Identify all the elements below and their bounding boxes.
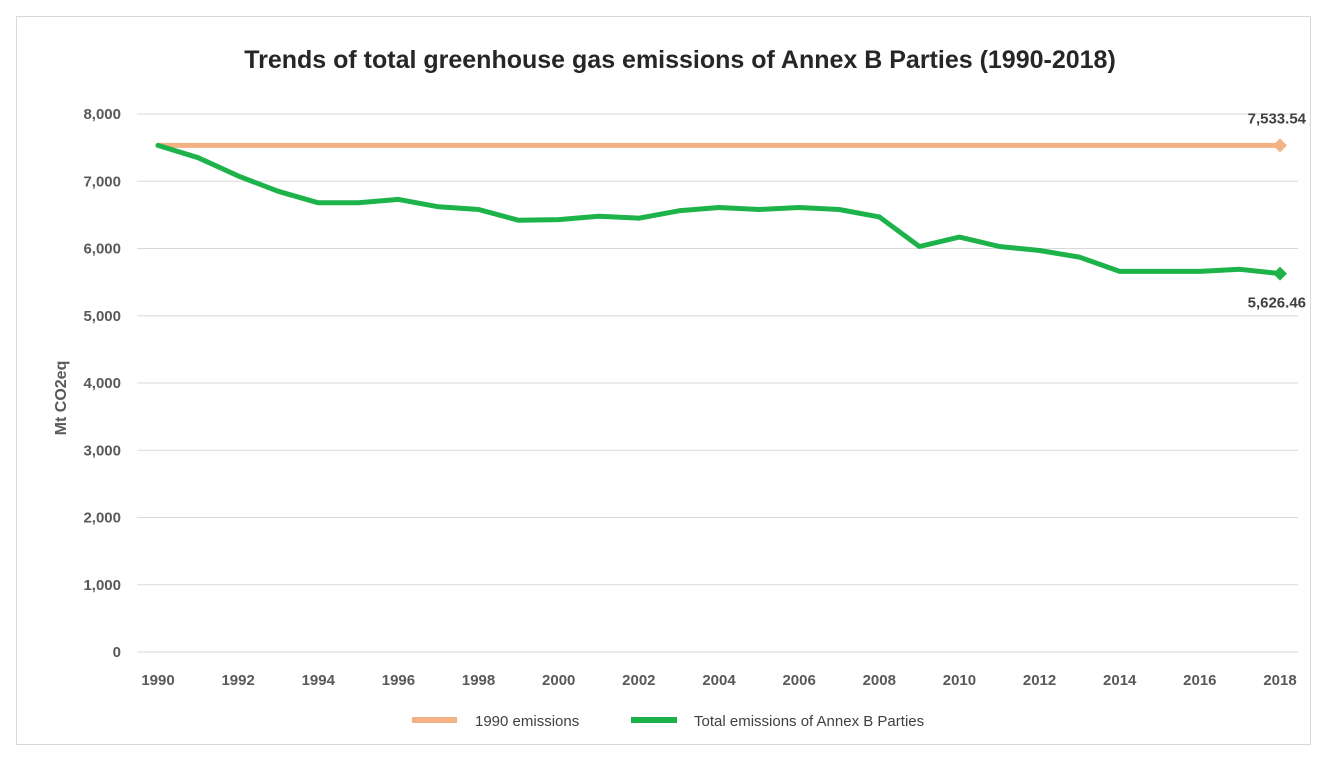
- x-tick-label: 2000: [542, 672, 575, 689]
- chart-title: Trends of total greenhouse gas emissions…: [244, 46, 1116, 74]
- legend: 1990 emissions Total emissions of Annex B…: [412, 713, 924, 730]
- series-lines: [155, 138, 1287, 281]
- x-tick-label: 2010: [943, 672, 976, 689]
- y-tick-label: 8,000: [83, 106, 121, 123]
- x-tick-label: 1990: [141, 672, 174, 689]
- legend-label: Total emissions of Annex B Parties: [694, 713, 924, 730]
- x-tick-label: 2014: [1103, 672, 1137, 689]
- grid-lines: [137, 113, 1298, 653]
- x-tick-label: 2006: [782, 672, 815, 689]
- y-tick-label: 6,000: [83, 241, 121, 258]
- series-line: [155, 142, 1283, 277]
- y-tick-label: 7,000: [83, 173, 121, 190]
- x-tick-label: 2012: [1023, 672, 1056, 689]
- legend-label: 1990 emissions: [475, 713, 579, 730]
- x-axis-ticks: 1990 1992 1994 1996 1998 2000 2002 2004 2006 2008…: [141, 672, 1296, 689]
- x-tick-label: 1996: [382, 672, 415, 689]
- x-tick-label: 1998: [462, 672, 495, 689]
- y-axis-ticks: 0 1,000 2,000 3,000 4,000 5,000 6,000 7,000 8,00…: [83, 106, 121, 661]
- y-axis-label: Mt CO2eq: [53, 361, 70, 436]
- data-label: 7,533.54: [1248, 110, 1307, 127]
- x-tick-label: 1994: [302, 672, 336, 689]
- chart-frame: [16, 16, 1311, 745]
- data-labels: 7,533.54 5,626.46: [1248, 110, 1307, 311]
- y-tick-label: 2,000: [83, 510, 121, 527]
- series-end-marker: [1273, 138, 1287, 153]
- y-tick-label: 3,000: [83, 442, 121, 459]
- y-tick-label: 4,000: [83, 375, 121, 392]
- x-tick-label: 2008: [863, 672, 896, 689]
- y-tick-label: 1,000: [83, 577, 121, 594]
- series-end-marker: [1273, 266, 1287, 281]
- x-tick-label: 2016: [1183, 672, 1216, 689]
- x-tick-label: 1992: [221, 672, 254, 689]
- x-tick-label: 2002: [622, 672, 655, 689]
- x-tick-label: 2018: [1263, 672, 1296, 689]
- y-tick-label: 5,000: [83, 308, 121, 325]
- x-tick-label: 2004: [702, 672, 736, 689]
- data-label: 5,626.46: [1248, 295, 1306, 312]
- y-tick-label: 0: [113, 644, 121, 661]
